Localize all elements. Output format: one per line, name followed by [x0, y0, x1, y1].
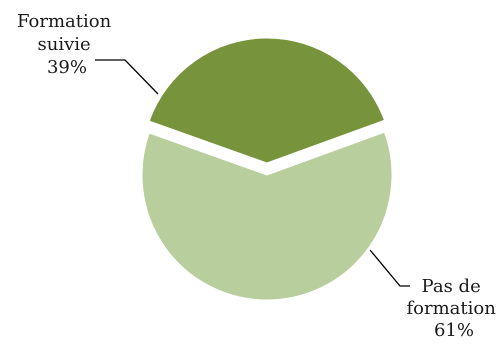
label-line: Pas de [422, 276, 481, 297]
label-percent: 39% [47, 57, 87, 78]
pie-slices [141, 37, 393, 301]
leader-line-formation-suivie [95, 59, 159, 95]
label-line: formation [406, 298, 496, 319]
label-percent: 61% [434, 320, 474, 341]
data-label-pas-de-formation: Pas de formation 61% [406, 276, 501, 341]
pie-slice-pas-de-formation [141, 131, 393, 301]
pie-slice-formation-suivie [148, 37, 386, 164]
data-label-formation-suivie: Formation suivie 39% [17, 11, 117, 78]
leader-line-pas-de-formation [369, 249, 410, 287]
label-line: suivie [38, 34, 91, 55]
label-line: Formation [17, 11, 112, 32]
